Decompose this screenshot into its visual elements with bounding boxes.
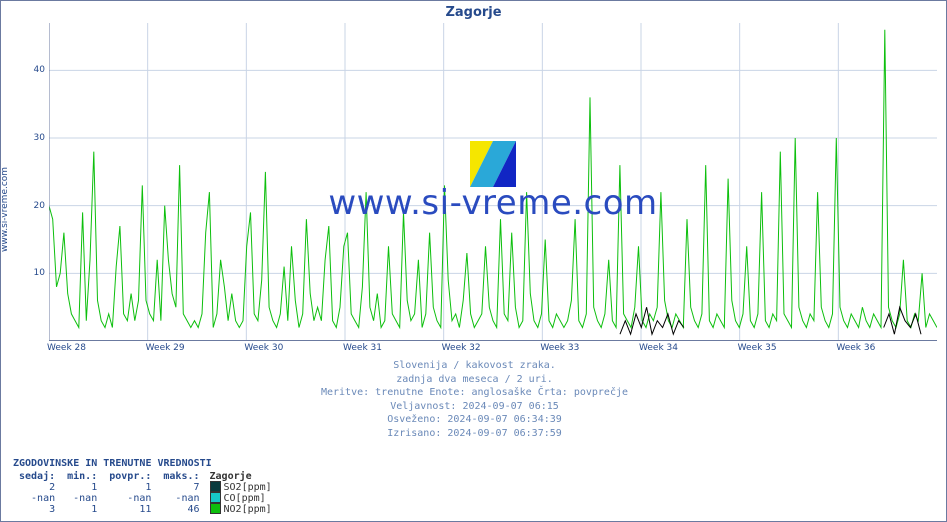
col-now: sedaj: — [13, 471, 61, 482]
x-axis-ticks: Week 28 Week 29 Week 30 Week 31 Week 32 Week … — [49, 343, 937, 357]
stats-cell-max: -nan — [157, 493, 205, 504]
stats-title: ZGODOVINSKE IN TRENUTNE VREDNOSTI — [13, 458, 278, 469]
stats-cell-max: 46 — [157, 504, 205, 515]
stats-cell-now: 2 — [13, 482, 61, 493]
stats-cell-min: -nan — [61, 493, 103, 504]
stats-cell-avg: -nan — [103, 493, 157, 504]
plot-area — [49, 23, 937, 341]
series-swatch — [210, 492, 221, 503]
caption-line: Meritve: trenutne Enote: anglosaške Črta… — [1, 386, 947, 400]
col-min: min.: — [61, 471, 103, 482]
caption-line: Izrisano: 2024-09-07 06:37:59 — [1, 427, 947, 441]
series-swatch — [210, 481, 221, 492]
x-tick-label: Week 36 — [836, 343, 875, 353]
x-tick-label: Week 28 — [47, 343, 86, 353]
y-tick-label: 40 — [34, 65, 45, 75]
caption-block: Slovenija / kakovost zraka. zadnja dva m… — [1, 359, 947, 440]
stats-header-row: sedaj: min.: povpr.: maks.: Zagorje — [13, 471, 278, 482]
stats-cell-series: NO2[ppm] — [206, 504, 278, 515]
x-tick-label: Week 31 — [343, 343, 382, 353]
y-axis-ticks: 10 20 30 40 — [21, 23, 47, 341]
x-tick-label: Week 30 — [244, 343, 283, 353]
col-avg: povpr.: — [103, 471, 157, 482]
stats-cell-now: 3 — [13, 504, 61, 515]
stats-cell-min: 1 — [61, 482, 103, 493]
stats-cell-now: -nan — [13, 493, 61, 504]
stats-row: 2117SO2[ppm] — [13, 482, 278, 493]
caption-line: Slovenija / kakovost zraka. — [1, 359, 947, 373]
y-tick-label: 10 — [34, 268, 45, 278]
x-tick-label: Week 29 — [146, 343, 185, 353]
y-tick-label: 30 — [34, 133, 45, 143]
y-tick-label: 20 — [34, 201, 45, 211]
chart-svg — [49, 23, 937, 341]
stats-block: ZGODOVINSKE IN TRENUTNE VREDNOSTI sedaj:… — [13, 458, 278, 515]
x-tick-label: Week 35 — [738, 343, 777, 353]
caption-line: zadnja dva meseca / 2 uri. — [1, 373, 947, 387]
chart-title: Zagorje — [1, 1, 946, 20]
series-swatch — [210, 503, 221, 514]
stats-row: 311146NO2[ppm] — [13, 504, 278, 515]
stats-row: -nan-nan-nan-nanCO[ppm] — [13, 493, 278, 504]
y-axis-side-label: www.si-vreme.com — [0, 167, 10, 252]
stats-cell-avg: 11 — [103, 504, 157, 515]
stats-table: sedaj: min.: povpr.: maks.: Zagorje 2117… — [13, 471, 278, 515]
stats-cell-max: 7 — [157, 482, 205, 493]
stats-cell-min: 1 — [61, 504, 103, 515]
caption-line: Veljavnost: 2024-09-07 06:15 — [1, 400, 947, 414]
caption-line: Osveženo: 2024-09-07 06:34:39 — [1, 413, 947, 427]
stats-cell-avg: 1 — [103, 482, 157, 493]
x-tick-label: Week 34 — [639, 343, 678, 353]
x-tick-label: Week 33 — [540, 343, 579, 353]
col-max: maks.: — [157, 471, 205, 482]
x-tick-label: Week 32 — [442, 343, 481, 353]
